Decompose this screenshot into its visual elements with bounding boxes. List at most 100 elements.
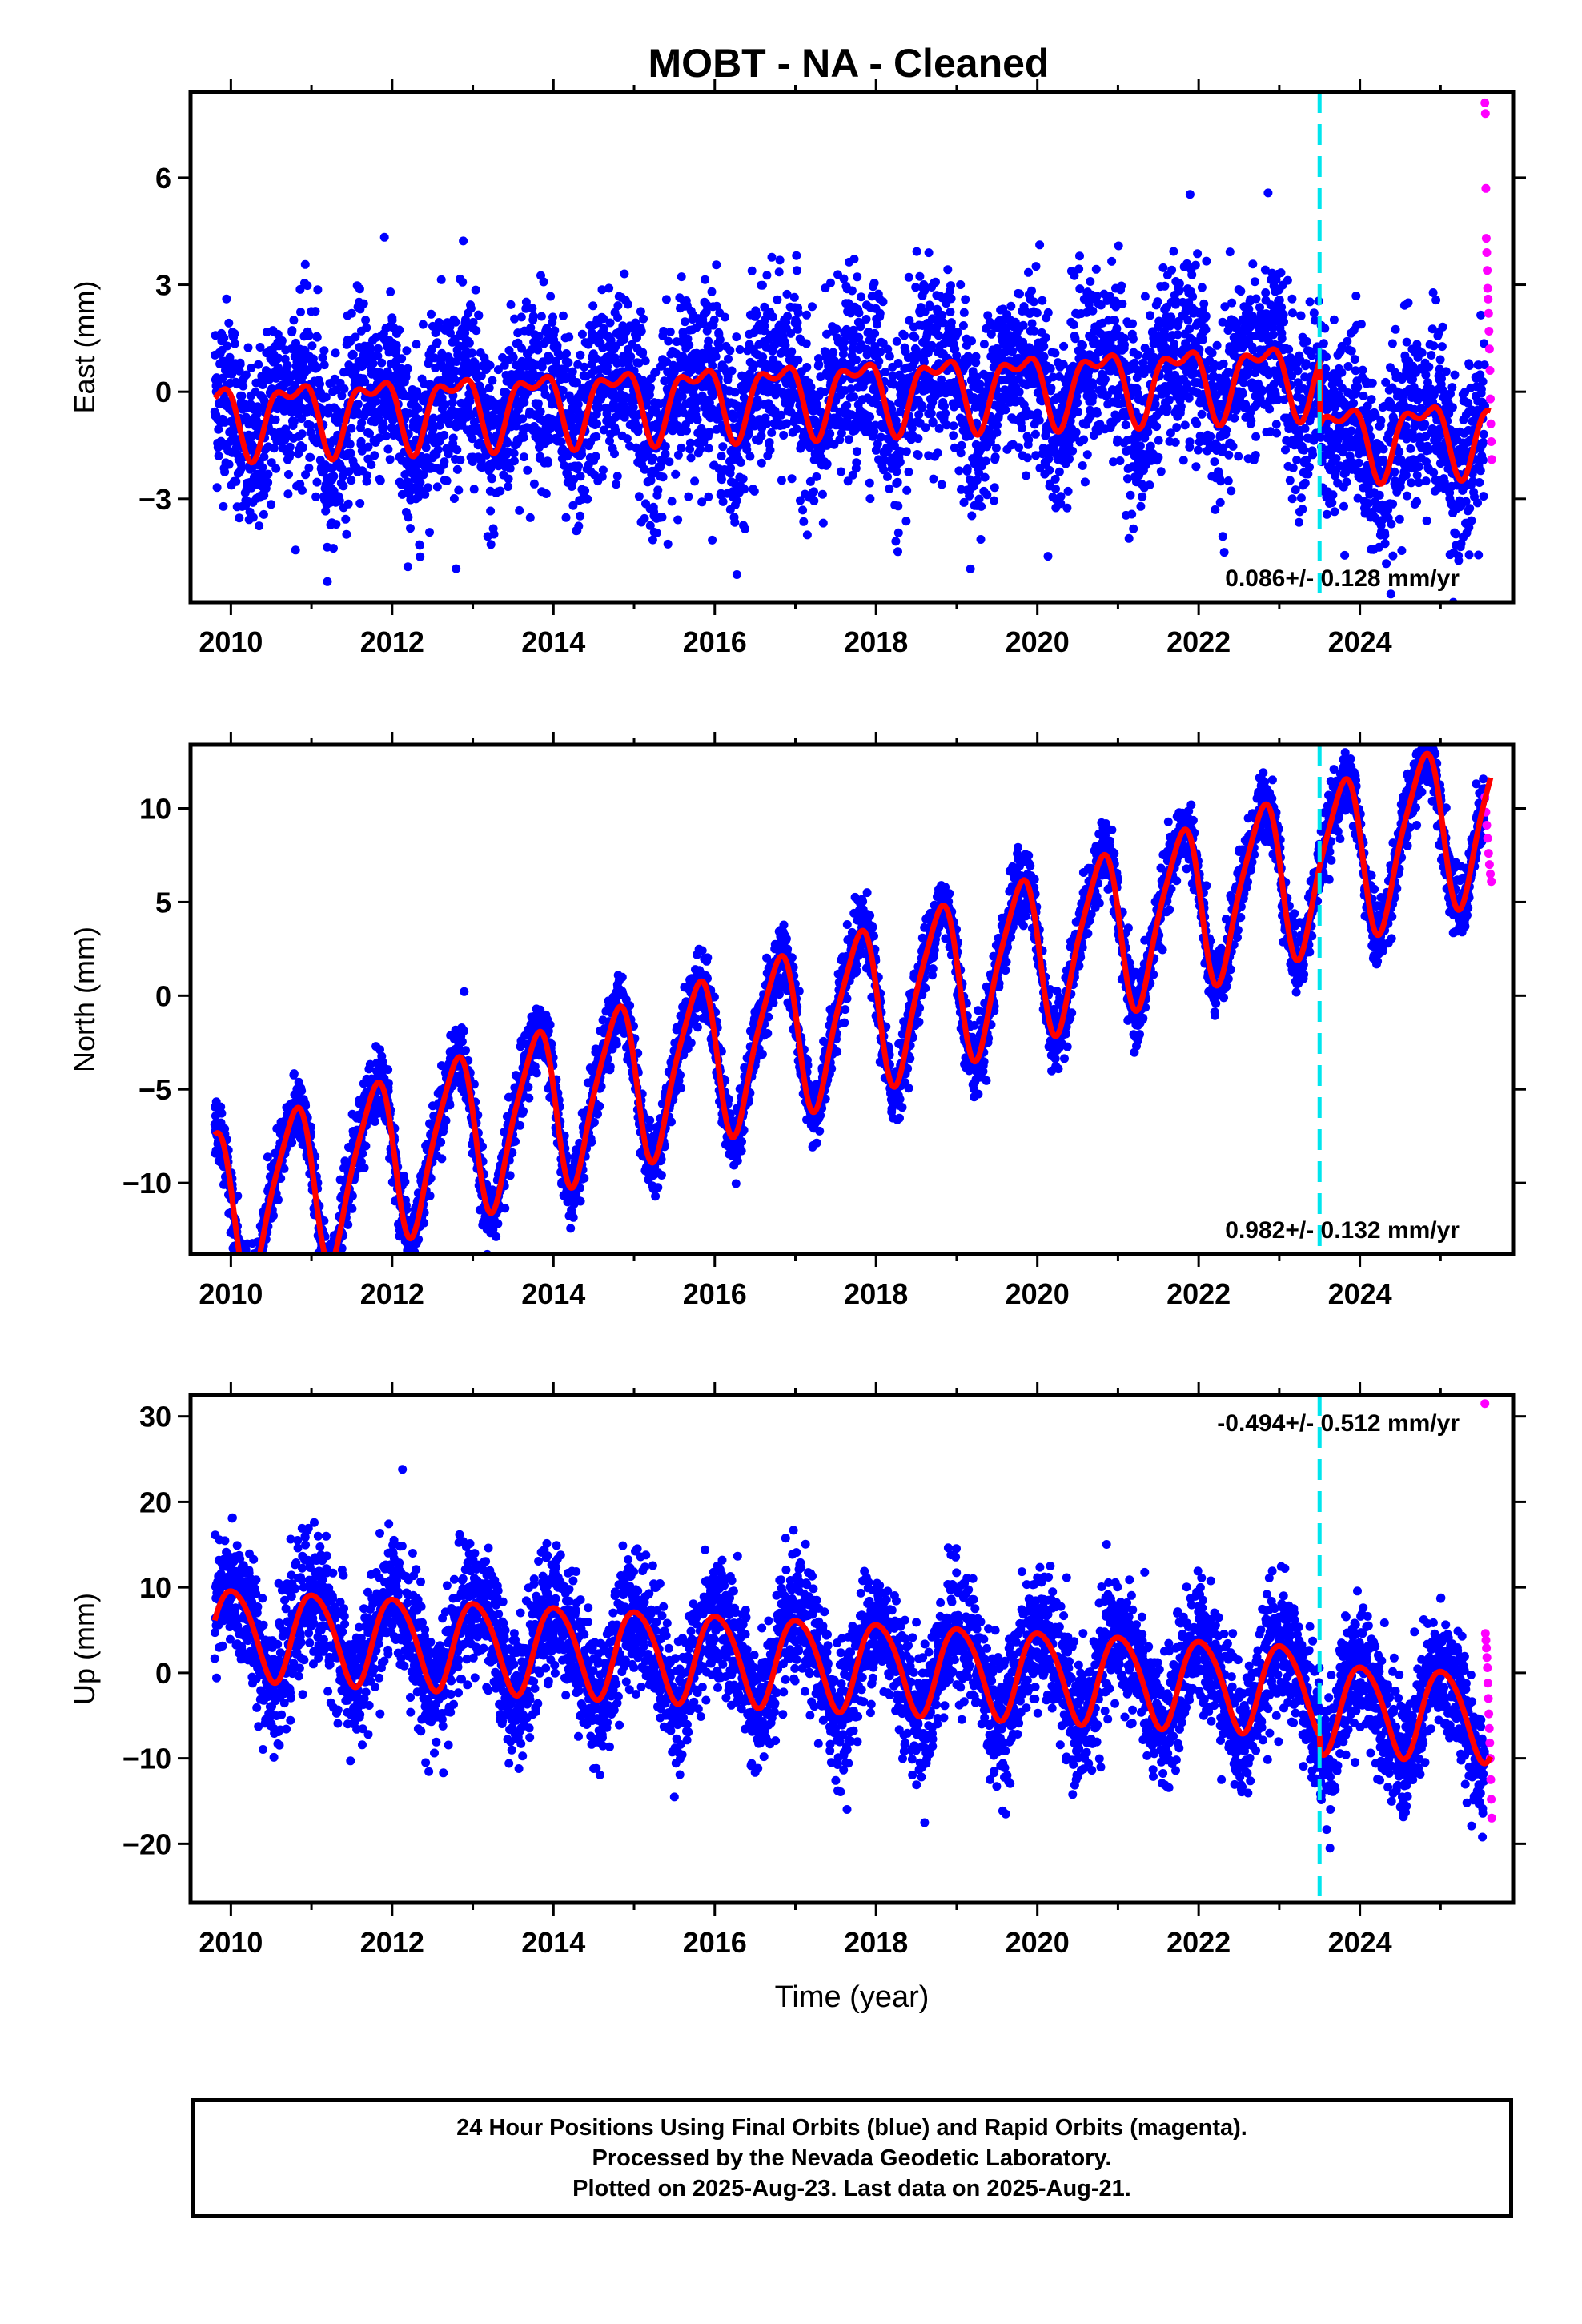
data-point-final	[243, 343, 253, 352]
data-point-final	[493, 365, 503, 375]
data-point-final	[576, 472, 585, 481]
data-point-final	[230, 339, 239, 348]
data-point-final	[651, 368, 661, 377]
data-point-final	[990, 496, 998, 505]
data-point-final	[1271, 420, 1281, 429]
data-point-final	[1128, 334, 1138, 344]
data-point-final	[639, 314, 648, 324]
data-point-final	[1039, 342, 1049, 351]
data-point-final	[768, 312, 777, 322]
plot-area	[210, 92, 1496, 602]
data-point-final	[387, 423, 396, 432]
data-point-final	[852, 355, 861, 364]
data-point-final	[980, 472, 990, 482]
data-point-final	[881, 368, 890, 376]
data-point-final	[677, 443, 686, 452]
data-point-final	[1248, 259, 1258, 269]
data-point-final	[671, 469, 681, 479]
data-point-final	[847, 286, 857, 296]
data-point-final	[528, 312, 538, 321]
data-point-final	[1027, 319, 1037, 328]
data-point-final	[468, 348, 477, 358]
data-point-final	[353, 400, 363, 409]
data-point-final	[693, 415, 702, 424]
data-point-final	[798, 505, 808, 515]
data-point-final	[662, 357, 672, 367]
data-point-final	[556, 437, 566, 447]
data-point-final	[432, 338, 442, 348]
data-point-final	[636, 307, 645, 316]
data-point-final	[452, 445, 462, 455]
data-point-final	[526, 323, 536, 332]
data-point-final	[300, 259, 310, 269]
data-point-final	[1114, 241, 1123, 251]
data-point-final	[239, 381, 248, 391]
data-point-final	[552, 341, 562, 350]
data-point-final	[591, 452, 600, 461]
data-point-final	[1154, 436, 1163, 445]
data-point-final	[1269, 330, 1278, 340]
data-point-final	[362, 323, 371, 332]
data-point-final	[727, 366, 737, 376]
data-point-final	[521, 297, 531, 307]
data-point-final	[548, 312, 557, 322]
data-point-final	[355, 284, 364, 294]
data-point-final	[1017, 424, 1026, 433]
data-point-final	[1288, 463, 1298, 472]
data-point-final	[941, 408, 950, 418]
data-point-final	[1046, 364, 1055, 373]
data-point-final	[477, 463, 487, 472]
data-point-final	[1030, 429, 1040, 439]
data-point-final	[929, 474, 938, 484]
data-point-final	[767, 252, 777, 262]
data-point-final	[459, 236, 468, 246]
data-point-final	[958, 321, 968, 330]
data-point-final	[1353, 383, 1363, 392]
data-point-final	[403, 364, 412, 373]
data-point-final	[665, 457, 674, 467]
data-point-final	[1032, 308, 1042, 318]
data-point-final	[610, 449, 619, 459]
data-point-final	[394, 371, 403, 380]
data-point-final	[1283, 275, 1292, 285]
data-point-final	[518, 414, 528, 424]
data-point-final	[348, 350, 358, 360]
data-point-final	[957, 440, 966, 450]
data-point-final	[652, 528, 661, 537]
data-point-final	[659, 327, 669, 336]
data-point-final	[949, 431, 958, 440]
data-point-final	[214, 451, 223, 460]
data-point-final	[1091, 264, 1101, 274]
data-point-final	[1063, 486, 1073, 496]
data-point-final	[849, 392, 859, 402]
data-point-final	[315, 380, 324, 388]
data-point-final	[440, 400, 450, 409]
data-point-final	[346, 448, 355, 458]
data-point-final	[506, 300, 516, 309]
data-point-final	[1088, 306, 1098, 316]
data-point-final	[458, 277, 468, 287]
data-point-final	[224, 318, 234, 328]
data-point-final	[1308, 450, 1318, 460]
data-point-final	[1328, 490, 1338, 500]
data-point-final	[451, 317, 460, 327]
data-point-final	[632, 333, 641, 343]
data-point-final	[1153, 297, 1162, 307]
data-point-final	[606, 336, 616, 345]
data-point-final	[900, 331, 909, 340]
data-point-final	[1075, 251, 1084, 261]
data-point-final	[1160, 281, 1170, 291]
data-point-final	[418, 320, 428, 329]
data-point-final	[561, 513, 571, 522]
data-point-final	[933, 448, 942, 458]
data-point-final	[452, 464, 462, 474]
data-point-final	[789, 292, 799, 302]
data-point-final	[267, 458, 276, 468]
data-point-final	[347, 424, 356, 433]
data-point-final	[556, 428, 565, 438]
data-point-final	[385, 455, 395, 464]
data-point-final	[842, 400, 852, 410]
data-point-final	[420, 489, 430, 499]
data-point-final	[1059, 341, 1069, 351]
data-point-final	[938, 310, 947, 320]
